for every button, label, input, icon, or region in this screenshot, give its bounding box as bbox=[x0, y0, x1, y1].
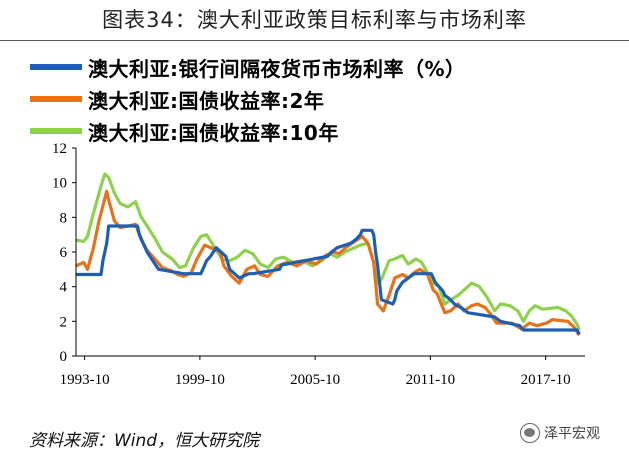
y-tick-label: 6 bbox=[60, 245, 68, 261]
y-tick-label: 8 bbox=[60, 210, 68, 226]
watermark: 泽平宏观 bbox=[520, 423, 600, 443]
axes-layer: 0 2 4 6 8 10 12 1993-10 1999-10 2005-10 2011-10 201… bbox=[52, 141, 585, 388]
x-tick-label: 2005-10 bbox=[290, 372, 340, 388]
figure-title: 图表34：澳大利亚政策目标利率与市场利率 bbox=[102, 8, 527, 32]
y-tick-label: 10 bbox=[52, 176, 67, 192]
x-tick-label: 1993-10 bbox=[60, 372, 110, 388]
title-divider bbox=[0, 40, 629, 41]
series-line-2y-yield bbox=[75, 189, 581, 337]
legend-label-2y-yield: 澳大利亚:国债收益率:2年 bbox=[88, 88, 325, 113]
y-tick-label: 4 bbox=[60, 280, 68, 296]
series-line-overnight-rate bbox=[76, 224, 581, 335]
source-note: 资料来源：Wind，恒大研究院 bbox=[29, 431, 260, 451]
chart-legend: 澳大利亚:银行间隔夜货币市场利率（%） 澳大利亚:国债收益率:2年 澳大利亚:国… bbox=[30, 51, 466, 147]
watermark-text: 泽平宏观 bbox=[544, 426, 600, 442]
x-tick-label: 2017-10 bbox=[521, 372, 571, 388]
legend-swatch-overnight-rate bbox=[30, 64, 82, 70]
legend-label-10y-yield: 澳大利亚:国债收益率:10年 bbox=[88, 120, 339, 145]
legend-swatch-10y-yield bbox=[30, 128, 82, 134]
x-tick-label: 2011-10 bbox=[406, 372, 455, 388]
x-tick-label: 1999-10 bbox=[175, 372, 225, 388]
series-line-10y-yield bbox=[75, 172, 581, 331]
y-tick-label: 0 bbox=[60, 349, 68, 365]
legend-label-overnight-rate: 澳大利亚:银行间隔夜货币市场利率（%） bbox=[88, 56, 466, 81]
y-tick-label: 2 bbox=[60, 314, 68, 330]
legend-item-2y-yield: 澳大利亚:国债收益率:2年 bbox=[30, 83, 466, 115]
legend-item-overnight-rate: 澳大利亚:银行间隔夜货币市场利率（%） bbox=[30, 51, 466, 83]
wechat-icon bbox=[520, 423, 540, 443]
y-tick-label: 12 bbox=[52, 141, 67, 157]
legend-swatch-2y-yield bbox=[30, 96, 82, 102]
series-layer bbox=[75, 172, 581, 337]
legend-item-10y-yield: 澳大利亚:国债收益率:10年 bbox=[30, 115, 466, 147]
